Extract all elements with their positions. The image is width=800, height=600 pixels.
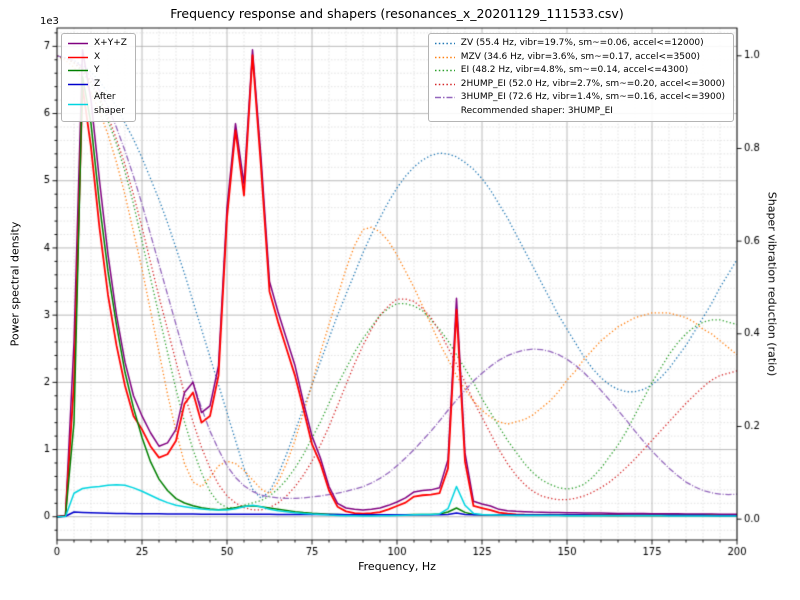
y-axis-offset-label: 1e3: [40, 16, 59, 27]
legend-label: 3HUMP_EI (72.6 Hz, vibr=1.4%, sm~=0.16, …: [460, 92, 725, 102]
legend-line-icon: [68, 83, 88, 86]
legend-label: ZV (55.4 Hz, vibr=19.7%, sm~=0.06, accel…: [460, 38, 704, 48]
legend-item-recommended: Recommended shaper: 3HUMP_EI: [434, 105, 725, 119]
legend-label: After shaper: [94, 92, 125, 116]
psd-legend: X+Y+Z X Y Z After shaper: [61, 33, 136, 122]
legend-item-zv: ZV (55.4 Hz, vibr=19.7%, sm~=0.06, accel…: [434, 37, 725, 51]
legend-label: EI (48.2 Hz, vibr=4.8%, sm~=0.14, accel<…: [460, 65, 689, 75]
legend-line-icon: [68, 69, 88, 72]
legend-line-icon: [434, 96, 455, 99]
legend-item-x: X: [67, 51, 127, 65]
legend-line-icon: [68, 56, 88, 59]
legend-line-icon: [434, 83, 455, 86]
legend-item-ei: EI (48.2 Hz, vibr=4.8%, sm~=0.14, accel<…: [434, 64, 725, 78]
legend-line-icon: [434, 42, 455, 45]
legend-item-xyz: X+Y+Z: [67, 37, 127, 51]
legend-label: 2HUMP_EI (52.0 Hz, vibr=2.7%, sm~=0.20, …: [460, 78, 725, 89]
legend-spacer: [434, 107, 456, 116]
chart-title: Frequency response and shapers (resonanc…: [170, 6, 624, 21]
legend-label: X+Y+Z: [94, 38, 127, 48]
y-axis-label-right: Shaper vibration reduction (ratio): [765, 191, 779, 377]
y-axis-label-left: Power spectral density: [8, 221, 22, 347]
legend-item-2hump-ei: 2HUMP_EI (52.0 Hz, vibr=2.7%, sm~=0.20, …: [434, 78, 725, 92]
legend-item-3hump-ei: 3HUMP_EI (72.6 Hz, vibr=1.4%, sm~=0.16, …: [434, 91, 725, 105]
legend-label: Z: [94, 78, 101, 89]
legend-line-icon: [68, 103, 88, 106]
legend-line-icon: [68, 42, 88, 45]
legend-item-after-shaper: After shaper: [67, 91, 127, 118]
legend-line-icon: [434, 69, 455, 72]
legend-line-icon: [434, 56, 455, 59]
legend-item-y: Y: [67, 64, 127, 78]
legend-label: Y: [94, 65, 100, 75]
legend-label: MZV (34.6 Hz, vibr=3.6%, sm~=0.17, accel…: [460, 51, 700, 62]
legend-item-z: Z: [67, 78, 127, 92]
legend-item-mzv: MZV (34.6 Hz, vibr=3.6%, sm~=0.17, accel…: [434, 51, 725, 65]
recommended-shaper-text: Recommended shaper: 3HUMP_EI: [460, 105, 613, 116]
x-axis-label: Frequency, Hz: [358, 560, 436, 573]
legend-label: X: [94, 51, 101, 62]
shaper-legend: ZV (55.4 Hz, vibr=19.7%, sm~=0.06, accel…: [427, 33, 734, 122]
